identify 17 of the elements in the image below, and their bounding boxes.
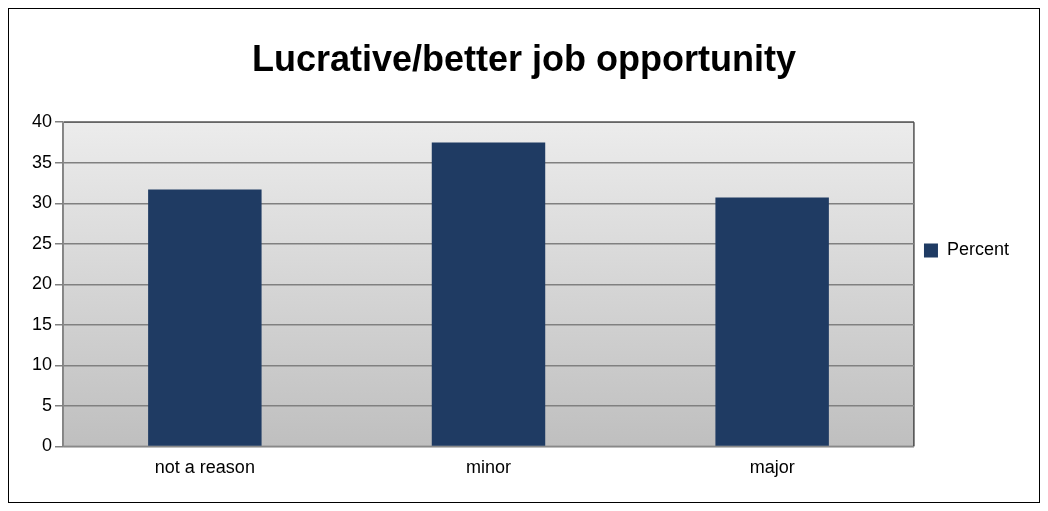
x-tick-label: major: [749, 457, 795, 478]
bar: [431, 142, 546, 446]
x-tick-label: not a reason: [154, 457, 255, 478]
chart-title: Lucrative/better job opportunity: [251, 37, 797, 79]
y-tick-label: 20: [31, 273, 53, 294]
y-tick-label: 30: [31, 192, 53, 213]
y-tick-label: 25: [31, 232, 53, 253]
legend-label: Percent: [946, 239, 1010, 260]
y-tick-label: 35: [31, 151, 53, 172]
y-tick-label: 5: [42, 394, 53, 415]
bar: [148, 189, 262, 446]
y-tick-label: 10: [31, 354, 53, 375]
y-tick-label: 0: [42, 435, 53, 456]
y-tick-label: 40: [31, 111, 53, 132]
y-tick-label: 15: [31, 313, 53, 334]
bar: [715, 197, 829, 446]
x-tick-label: minor: [465, 457, 511, 478]
